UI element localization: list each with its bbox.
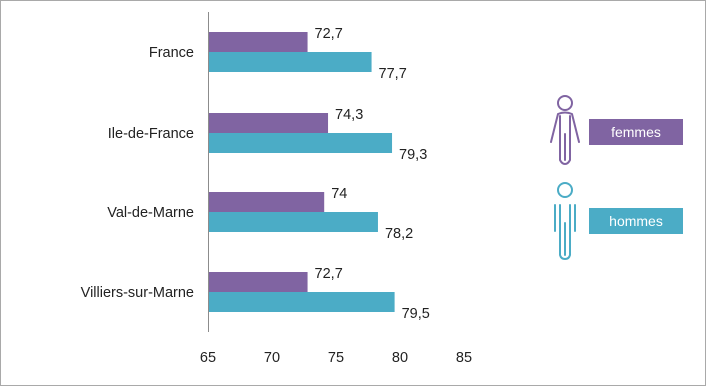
data-label-hommes: 79,5 [402, 306, 430, 322]
bar-femmes [209, 113, 329, 133]
data-label-hommes: 78,2 [385, 226, 413, 242]
category-label: Val-de-Marne [107, 205, 194, 221]
x-tick-label: 85 [456, 350, 472, 366]
bar-femmes [209, 272, 308, 292]
x-tick-label: 75 [328, 350, 344, 366]
bar-femmes [209, 192, 325, 212]
bar-hommes [209, 52, 372, 72]
legend-femmes-label: femmes [611, 124, 661, 140]
x-tick-label: 80 [392, 350, 408, 366]
category-label: France [149, 45, 194, 61]
legend-hommes-label: hommes [609, 213, 663, 229]
legend-hommes: hommes [589, 208, 683, 234]
data-label-femmes: 74,3 [335, 107, 363, 123]
category-label: Ile-de-France [108, 126, 194, 142]
man-icon [554, 182, 576, 260]
bar-hommes [209, 133, 393, 153]
bar-hommes [209, 292, 395, 312]
woman-icon [550, 95, 580, 165]
category-label: Villiers-sur-Marne [81, 285, 194, 301]
data-label-femmes: 72,7 [315, 26, 343, 42]
legend-femmes: femmes [589, 119, 683, 145]
data-label-femmes: 72,7 [315, 266, 343, 282]
data-label-hommes: 77,7 [379, 66, 407, 82]
data-label-hommes: 79,3 [399, 147, 427, 163]
x-tick-label: 70 [264, 350, 280, 366]
data-label-femmes: 74 [331, 186, 347, 202]
bar-femmes [209, 32, 308, 52]
x-tick-label: 65 [200, 350, 216, 366]
bar-hommes [209, 212, 378, 232]
